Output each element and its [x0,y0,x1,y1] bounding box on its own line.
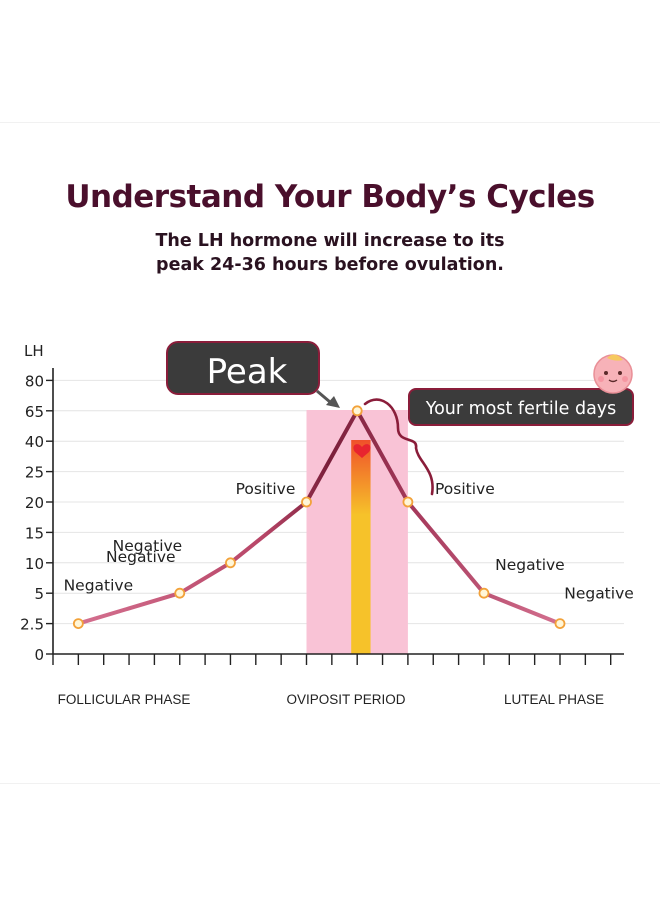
fertile-callout-text: Your most fertile days [425,399,617,419]
peak-arrow-line [316,389,331,404]
point-label: Negative [106,548,176,566]
phase-label: FOLLICULAR PHASE [58,692,191,707]
peak-callout-text: Peak [207,352,288,392]
fertile-callout-box [408,388,634,426]
y-tick-label: 15 [25,524,44,542]
brace-icon [363,398,434,496]
y-tick-label: 2.5 [20,616,44,634]
y-tick-label: 80 [25,372,44,390]
phase-label: LUTEAL PHASE [504,692,604,707]
data-point [478,587,490,599]
data-point [554,618,566,629]
data-point [301,496,312,508]
data-point [72,618,84,629]
point-label: Negative [495,556,565,574]
egg-cheek [622,376,628,382]
y-tick-label: 5 [34,585,44,603]
point-label: Negative [564,585,634,603]
egg-eye [618,371,622,375]
egg-mascot-icon [593,354,633,394]
egg-body [593,354,633,394]
lh-line [76,408,562,626]
heart-icon [353,444,371,458]
peak-arrow-icon [326,396,340,408]
y-tick-labels: LH 0 2.5 5 10 15 20 25 40 65 80 [20,342,44,664]
data-point [402,496,414,508]
page-title: Understand Your Body’s Cycles [65,179,595,215]
callouts: Peak Your most fertile days [166,341,634,496]
y-tick-label: 25 [25,464,44,482]
y-axis-label: LH [24,342,44,360]
point-label: Negative [113,537,183,555]
y-tick-label: 20 [25,494,44,512]
phase-labels: FOLLICULAR PHASE OVIPOSIT PERIOD LUTEAL PH… [58,692,604,707]
axes [46,368,624,665]
y-tick-label: 10 [25,555,44,573]
peak-callout-box [166,341,320,395]
point-label: Positive [435,480,495,498]
point-label: Positive [236,480,296,498]
point-label: Negative [64,577,134,595]
subtitle-line-2: peak 24-36 hours before ovulation. [156,255,504,275]
data-point [174,587,186,599]
phase-label: OVIPOSIT PERIOD [286,692,405,707]
page-subtitle: The LH hormone will increase to its peak… [0,229,660,277]
data-point [351,405,363,417]
y-tick-label: 40 [25,433,44,451]
egg-bow [607,354,623,361]
fertile-band [351,440,371,654]
lh-series [72,405,566,629]
y-tick-label: 65 [25,403,44,421]
egg-eye [604,371,608,375]
y-tick-label: 0 [34,646,44,664]
data-point [225,557,236,569]
egg-cheek [598,376,604,382]
egg-mouth [608,379,618,383]
subtitle-line-1: The LH hormone will increase to its [155,231,505,251]
